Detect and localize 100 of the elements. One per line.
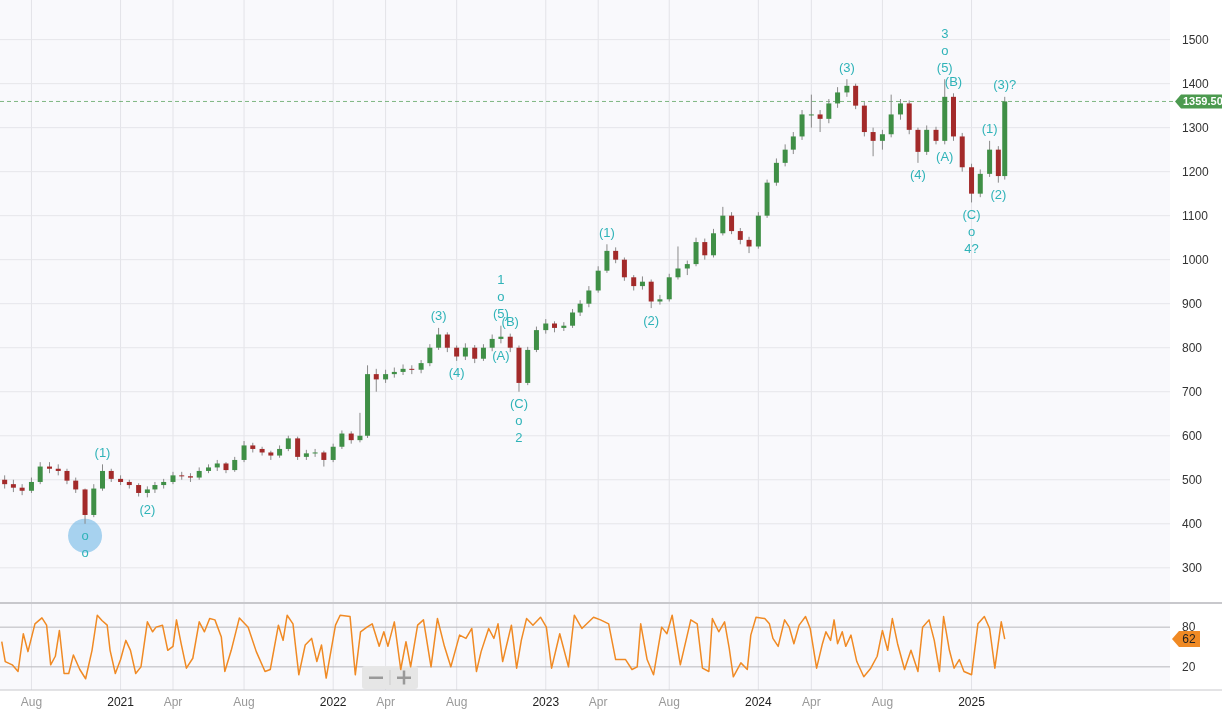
candlestick (472, 344, 478, 364)
x-tick-label: Aug (233, 695, 255, 709)
candlestick (720, 206, 726, 236)
candlestick (897, 98, 903, 121)
candlestick (702, 238, 708, 261)
candlestick (604, 243, 610, 274)
candlestick (808, 94, 814, 129)
candlestick (312, 448, 318, 458)
y-tick-label: 300 (1182, 560, 1203, 575)
annotation: (3) (430, 308, 447, 324)
annotation: o (967, 224, 976, 240)
annotation: (2) (139, 501, 156, 517)
annotation: 1 (497, 272, 505, 288)
annotation: (A) (492, 347, 510, 363)
y-tick-label: 600 (1182, 428, 1203, 443)
x-tick-label: Apr (163, 695, 183, 709)
candlestick (357, 412, 363, 443)
candlestick (19, 483, 25, 496)
candlestick (295, 436, 301, 461)
y-tick-label: 1200 (1182, 164, 1210, 179)
annotation: (C) (962, 207, 981, 223)
candlestick (418, 359, 424, 374)
annotation: (4) (448, 365, 465, 381)
x-tick-label: 2025 (958, 695, 986, 709)
candlestick (870, 127, 876, 157)
candlestick (799, 109, 805, 141)
candlestick (879, 129, 885, 151)
candlestick (373, 368, 379, 393)
annotation: o (81, 545, 89, 561)
candlestick (436, 327, 442, 351)
annotation: (2) (990, 187, 1007, 203)
annotation: o (497, 289, 505, 305)
candlestick (657, 294, 663, 306)
candlestick (977, 168, 983, 198)
x-tick-label: Apr (376, 695, 395, 709)
x-tick-label: 2021 (107, 695, 135, 709)
y-tick-label: 1300 (1182, 120, 1210, 135)
ref-line-label: 1359.50 (1183, 95, 1222, 108)
x-tick-label: 2022 (319, 695, 347, 709)
annotation: 3 (941, 25, 949, 41)
candlestick (444, 331, 450, 353)
annotation: (1) (94, 444, 111, 460)
annotation: (A) (936, 148, 954, 164)
candlestick (339, 429, 345, 450)
candlestick (826, 98, 832, 124)
y-tick-label: 400 (1182, 516, 1203, 531)
candlestick (533, 326, 539, 353)
x-tick-label: Aug (871, 695, 894, 709)
candlestick (817, 109, 823, 133)
candlestick (595, 265, 601, 294)
x-tick-label: 2023 (532, 695, 560, 709)
y-tick-label: 20 (1182, 660, 1196, 675)
candlestick (498, 325, 504, 344)
x-tick-label: 2024 (745, 695, 773, 709)
candlestick (915, 127, 921, 164)
candlestick (888, 94, 894, 138)
candlestick (507, 333, 513, 353)
y-tick-label: 700 (1182, 384, 1203, 399)
x-tick-label: Apr (588, 695, 608, 709)
candlestick (711, 228, 717, 258)
candlestick (782, 143, 788, 167)
candlestick (853, 83, 859, 110)
candlestick (586, 285, 592, 308)
candlestick (773, 157, 779, 187)
x-tick-label: Aug (658, 695, 680, 709)
annotation: (3) (838, 59, 855, 75)
candlestick (330, 443, 336, 463)
y-tick-label: 1500 (1182, 32, 1210, 47)
y-tick-label: 80 (1182, 620, 1196, 635)
y-tick-label: 1100 (1182, 208, 1209, 223)
candlestick (729, 211, 735, 235)
annotation: (3)? (993, 77, 1017, 93)
x-tick-label: Apr (802, 695, 821, 709)
candlestick (400, 363, 406, 376)
annotation: 62 (1182, 632, 1196, 647)
annotation: o (941, 42, 949, 58)
candlestick (693, 237, 699, 267)
candlestick (100, 463, 106, 492)
candlestick (570, 308, 576, 329)
annotation: (1) (598, 224, 615, 240)
y-tick-label: 800 (1182, 340, 1203, 355)
candlestick (844, 78, 850, 98)
annotation: (1) (981, 121, 998, 137)
candlestick (427, 343, 433, 367)
candlestick (675, 245, 681, 280)
candlestick (746, 236, 752, 254)
candlestick (241, 440, 247, 463)
annotation: 2 (515, 430, 523, 446)
x-tick-label: Aug (445, 695, 468, 709)
y-tick-label: 1000 (1182, 252, 1210, 267)
annotation: (4) (910, 167, 926, 183)
candlestick (621, 256, 627, 282)
candlestick (666, 273, 672, 302)
candlestick (152, 481, 158, 494)
y-tick-label: 900 (1182, 296, 1203, 311)
candlestick (37, 461, 43, 485)
candlestick (924, 124, 930, 156)
annotation: (2) (643, 312, 660, 328)
y-tick-label: 1400 (1182, 76, 1210, 91)
annotation: 4? (964, 241, 979, 257)
